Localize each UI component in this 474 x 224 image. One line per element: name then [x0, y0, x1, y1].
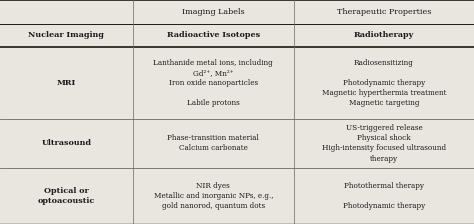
Text: Photothermal therapy

Photodynamic therapy: Photothermal therapy Photodynamic therap… — [343, 182, 425, 210]
Text: US-triggered release
Physical shock
High-intensity focused ultrasound
therapy: US-triggered release Physical shock High… — [322, 124, 446, 162]
Text: Phase-transition material
Calcium carbonate: Phase-transition material Calcium carbon… — [167, 134, 259, 152]
Text: Imaging Labels: Imaging Labels — [182, 8, 245, 16]
Text: Nuclear Imaging: Nuclear Imaging — [28, 31, 104, 39]
Text: Radiotherapy: Radiotherapy — [354, 31, 414, 39]
Text: Therapeutic Properties: Therapeutic Properties — [337, 8, 431, 16]
Text: Radioactive Isotopes: Radioactive Isotopes — [167, 31, 260, 39]
Text: Optical or
optoacoustic: Optical or optoacoustic — [38, 187, 95, 205]
Text: NIR dyes
Metallic and inorganic NPs, e.g.,
gold nanorod, quantum dots: NIR dyes Metallic and inorganic NPs, e.g… — [154, 182, 273, 210]
Text: MRI: MRI — [57, 79, 76, 87]
Text: Lanthanide metal ions, including
Gd²⁺, Mn²⁺
Iron oxide nanoparticles

Labile pro: Lanthanide metal ions, including Gd²⁺, M… — [154, 59, 273, 107]
Text: Radiosensitizing

Photodynamic therapy
Magnetic hyperthermia treatment
Magnetic : Radiosensitizing Photodynamic therapy Ma… — [322, 59, 446, 107]
Text: Ultrasound: Ultrasound — [41, 139, 91, 147]
